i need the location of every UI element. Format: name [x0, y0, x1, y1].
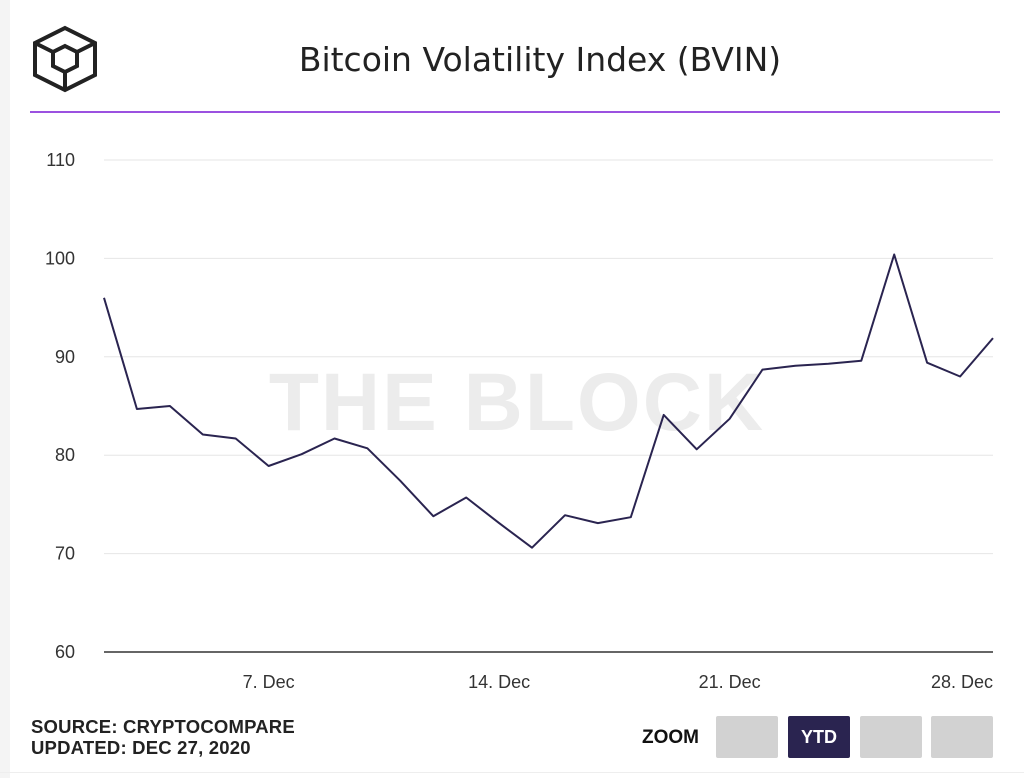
y-tick-label: 100: [45, 248, 75, 268]
data-point[interactable]: [299, 451, 305, 457]
data-point[interactable]: [924, 360, 930, 366]
data-point[interactable]: [595, 520, 601, 526]
data-point[interactable]: [496, 520, 502, 526]
data-point[interactable]: [694, 446, 700, 452]
data-point[interactable]: [266, 463, 272, 469]
data-point[interactable]: [957, 373, 963, 379]
zoom-button-ytd[interactable]: YTD: [788, 716, 850, 758]
page-title: Bitcoin Volatility Index (BVIN): [298, 40, 782, 79]
footer-divider: [0, 772, 1024, 773]
watermark-text: THE BLOCK: [269, 357, 765, 448]
data-point[interactable]: [858, 358, 864, 364]
data-point[interactable]: [529, 545, 535, 551]
data-point[interactable]: [463, 495, 469, 501]
y-axis-ticks: 60 70 80 90 100 110: [45, 150, 75, 662]
data-point[interactable]: [661, 412, 667, 418]
zoom-button-1[interactable]: [716, 716, 778, 758]
y-tick-label: 80: [55, 445, 75, 465]
x-tick-label: 7. Dec: [243, 672, 295, 692]
data-point[interactable]: [990, 335, 996, 341]
data-point[interactable]: [200, 432, 206, 438]
x-tick-label: 21. Dec: [699, 672, 761, 692]
x-axis-ticks: 7. Dec 14. Dec 21. Dec 28. Dec: [243, 672, 993, 692]
data-point[interactable]: [825, 361, 831, 367]
data-point[interactable]: [628, 514, 634, 520]
data-point[interactable]: [233, 435, 239, 441]
zoom-label: ZOOM: [642, 727, 699, 748]
updated-label: UPDATED: DEC 27, 2020: [31, 737, 251, 758]
data-point[interactable]: [891, 251, 897, 257]
data-point[interactable]: [397, 478, 403, 484]
bvin-line-chart: THE BLOCK 60 70 80 90 100 110 7. Dec 14. Dec 21…: [45, 150, 996, 692]
title-divider: [30, 111, 1000, 113]
zoom-button-4[interactable]: [931, 716, 993, 758]
grid-lines: [104, 159, 993, 653]
data-point[interactable]: [101, 295, 107, 301]
source-info: SOURCE: CRYPTOCOMPARE UPDATED: DEC 27, 2…: [31, 716, 295, 758]
source-label: SOURCE: CRYPTOCOMPARE: [31, 716, 295, 737]
the-block-logo-icon: [33, 25, 97, 93]
x-tick-label: 28. Dec: [931, 672, 993, 692]
data-point[interactable]: [134, 406, 140, 412]
y-tick-label: 110: [46, 150, 75, 170]
zoom-button-3[interactable]: [860, 716, 922, 758]
y-tick-label: 60: [55, 642, 75, 662]
data-point[interactable]: [792, 363, 798, 369]
data-point[interactable]: [167, 403, 173, 409]
y-tick-label: 70: [55, 544, 75, 564]
series-line-bvin: [103, 253, 994, 549]
data-point[interactable]: [364, 445, 370, 451]
y-tick-label: 90: [55, 347, 75, 367]
x-tick-label: 14. Dec: [468, 672, 530, 692]
data-point[interactable]: [760, 367, 766, 373]
data-point[interactable]: [727, 416, 733, 422]
data-point[interactable]: [562, 512, 568, 518]
page-frame: [0, 0, 10, 778]
data-point[interactable]: [430, 513, 436, 519]
data-point[interactable]: [331, 435, 337, 441]
